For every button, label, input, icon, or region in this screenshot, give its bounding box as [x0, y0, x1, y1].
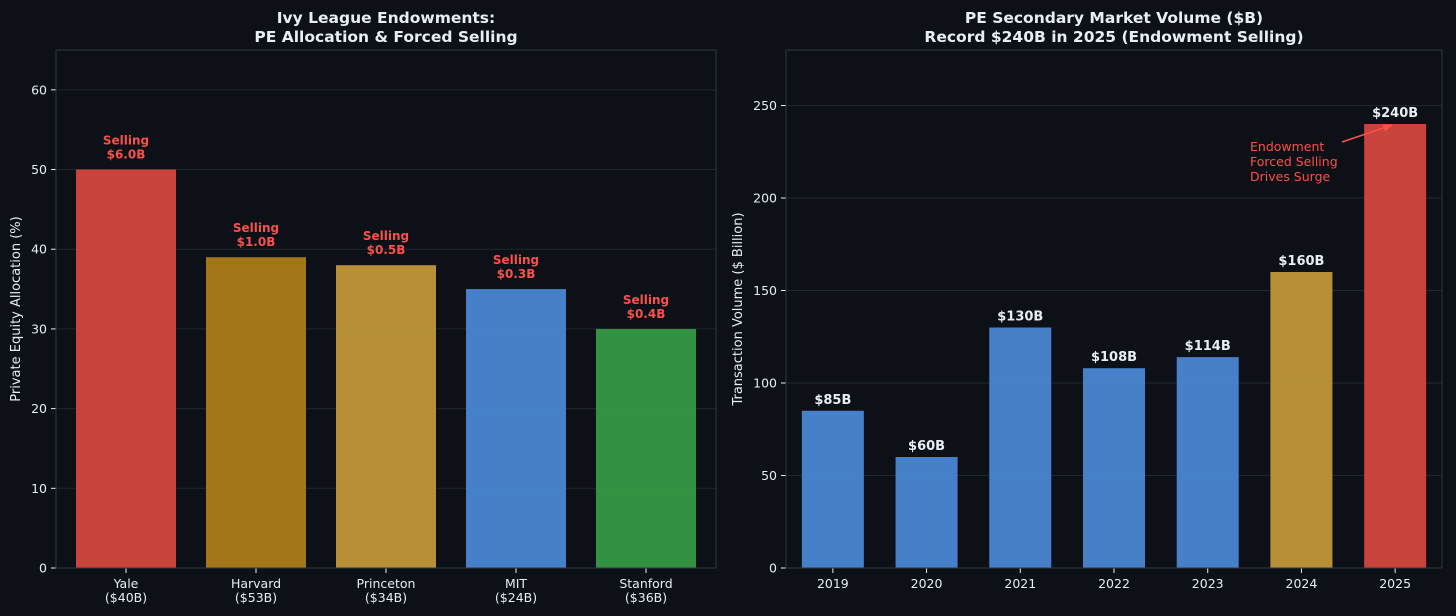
bar-yale	[76, 169, 176, 569]
x-tick-label: MIT ($24B)	[495, 576, 537, 605]
x-tick-label: 2024	[1286, 576, 1318, 591]
plot-frame	[785, 49, 1443, 569]
x-tick-label: Princeton ($34B)	[357, 576, 416, 605]
bar-2025	[1364, 124, 1427, 568]
value-label: $130B	[997, 310, 1043, 325]
bar-2019	[801, 410, 864, 568]
selling-label: Selling $0.5B	[363, 229, 409, 257]
y-tick-label: 20	[31, 401, 47, 416]
bar-2021	[989, 327, 1052, 568]
allocation-chart: 0 10 20 30 40 50 60 Yale ($40B) Harvard ($53B) Prin…	[9, 9, 717, 605]
x-tick-label: 2025	[1379, 576, 1411, 591]
bar-2023	[1176, 357, 1239, 568]
secondary-volume-chart: 0 50 100 150 200 250 2019 2020 2021 2022 2023 2024 2…	[731, 9, 1443, 591]
x-tick-label: Stanford ($36B)	[619, 576, 672, 605]
y-tick-label: 30	[31, 321, 47, 336]
value-label: $160B	[1278, 254, 1324, 269]
value-label: $240B	[1372, 106, 1418, 121]
bar-2022	[1083, 368, 1145, 568]
value-label: $114B	[1185, 339, 1231, 354]
value-label: $108B	[1091, 350, 1137, 365]
y-tick-label: 40	[31, 242, 47, 257]
chart-title: Ivy League Endowments: PE Allocation & Fo…	[254, 9, 517, 46]
value-label: $60B	[908, 439, 945, 454]
y-tick-label: 150	[753, 283, 777, 298]
x-tick-label: 2021	[1004, 576, 1036, 591]
bar-mit	[466, 289, 566, 568]
y-tick-label: 60	[31, 82, 47, 97]
y-tick-label: 10	[31, 481, 47, 496]
bar-2024	[1270, 272, 1333, 568]
y-tick-label: 0	[769, 561, 777, 576]
chart-title: PE Secondary Market Volume ($B) Record $2…	[924, 9, 1303, 46]
x-tick-label: 2020	[911, 576, 943, 591]
y-axis-label: Transaction Volume ($ Billion)	[731, 212, 746, 406]
selling-label: Selling $0.3B	[493, 253, 539, 281]
bar-harvard	[206, 257, 306, 568]
selling-label: Selling $6.0B	[103, 134, 149, 162]
x-tick-label: 2023	[1192, 576, 1224, 591]
x-tick-label: 2019	[817, 576, 849, 591]
y-tick-label: 0	[39, 561, 47, 576]
y-tick-label: 50	[761, 468, 777, 483]
value-label: $85B	[814, 393, 851, 408]
y-tick-label: 200	[753, 191, 777, 206]
bar-stanford	[596, 328, 696, 568]
plot-frame	[55, 49, 717, 569]
y-axis-label: Private Equity Allocation (%)	[9, 216, 24, 401]
x-tick-label: 2022	[1098, 576, 1130, 591]
selling-label: Selling $1.0B	[233, 221, 279, 249]
y-tick-label: 100	[753, 376, 777, 391]
x-tick-label: Yale ($40B)	[105, 576, 147, 605]
y-tick-label: 250	[753, 98, 777, 113]
bar-2020	[895, 457, 958, 568]
selling-label: Selling $0.4B	[623, 293, 669, 321]
x-tick-label: Harvard ($53B)	[231, 576, 281, 605]
bar-princeton	[336, 265, 436, 568]
y-tick-label: 50	[31, 162, 47, 177]
annotation-text: Endowment Forced Selling Drives Surge	[1250, 139, 1338, 184]
annotation-arrow	[1341, 124, 1394, 143]
